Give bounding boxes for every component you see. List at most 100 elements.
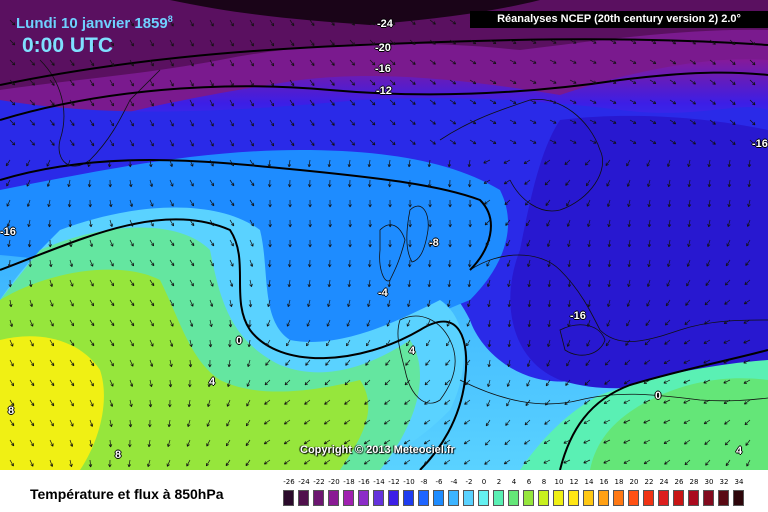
wind-arrow — [47, 219, 52, 228]
wind-arrow — [664, 319, 671, 326]
wind-arrow — [567, 319, 571, 328]
wind-arrow — [89, 359, 95, 367]
wind-arrow — [67, 199, 72, 208]
wind-arrow — [729, 59, 736, 65]
wind-arrow — [169, 79, 174, 87]
wind-arrow — [268, 219, 272, 228]
wind-arrow — [88, 199, 92, 208]
wind-arrow — [267, 179, 272, 188]
wind-arrow — [108, 439, 113, 448]
wind-arrow — [524, 419, 531, 426]
wind-arrow — [27, 219, 31, 228]
wind-arrow — [388, 239, 392, 248]
wind-arrow — [747, 179, 751, 188]
wind-arrow — [169, 119, 174, 127]
wind-arrow — [149, 199, 154, 207]
wind-arrow — [186, 439, 191, 447]
wind-arrow — [526, 239, 531, 247]
wind-arrow — [485, 239, 491, 247]
wind-arrow — [327, 279, 332, 288]
wind-arrow — [689, 79, 696, 85]
wind-arrow — [209, 239, 215, 247]
contour-label: -20 — [375, 42, 391, 54]
wind-arrow — [345, 359, 351, 366]
wind-arrow — [149, 99, 154, 107]
legend-level-label: 8 — [541, 478, 547, 486]
wind-arrow — [464, 399, 471, 405]
wind-arrow — [187, 419, 191, 427]
wind-arrow — [387, 159, 392, 168]
wind-arrow — [89, 19, 95, 27]
wind-arrow — [364, 379, 371, 386]
wind-arrow — [729, 119, 736, 125]
wind-arrow — [209, 139, 214, 147]
contour-label: 8 — [115, 449, 122, 461]
wind-arrow — [29, 299, 34, 307]
wind-arrow — [286, 339, 291, 347]
wind-arrow — [189, 19, 194, 27]
wind-arrow — [69, 59, 75, 67]
wind-arrow — [349, 99, 355, 106]
legend-level-label: 24 — [659, 478, 669, 486]
wind-arrow — [209, 79, 214, 87]
wind-arrow — [286, 319, 291, 327]
wind-arrow — [264, 379, 271, 386]
wind-arrow — [546, 359, 551, 367]
legend-swatch — [493, 490, 504, 506]
wind-arrow — [709, 59, 716, 65]
wind-arrow — [547, 299, 552, 308]
wind-arrow — [349, 39, 355, 46]
wind-arrow — [546, 219, 551, 227]
wind-arrow — [686, 279, 691, 287]
wind-arrow — [384, 399, 391, 405]
wind-arrow — [326, 319, 331, 327]
wind-arrow — [308, 199, 312, 208]
wind-arrow — [149, 239, 155, 247]
wind-arrow — [328, 239, 332, 248]
wind-arrow — [649, 99, 657, 105]
wind-arrow — [467, 259, 472, 268]
wind-arrow — [509, 99, 517, 104]
wind-arrow — [569, 79, 577, 84]
wind-arrow — [724, 439, 731, 446]
wind-arrow — [569, 139, 577, 144]
wind-arrow — [89, 39, 95, 47]
legend-swatch — [508, 490, 519, 506]
wind-arrow — [346, 319, 351, 327]
wind-arrow — [643, 459, 651, 465]
wind-arrow — [109, 419, 113, 428]
wind-arrow — [467, 299, 471, 308]
contour-label: -16 — [0, 226, 16, 238]
wind-arrow — [89, 259, 94, 267]
wind-arrow — [587, 299, 591, 308]
wind-arrow — [467, 179, 472, 188]
wind-arrow — [109, 379, 114, 387]
wind-arrow — [26, 199, 31, 207]
wind-arrow — [506, 259, 511, 267]
contour-label: -8 — [429, 237, 439, 249]
wind-arrow — [249, 159, 255, 167]
wind-arrow — [109, 279, 115, 287]
map-date: Lundi 10 janvier 18598 — [16, 14, 173, 32]
legend-swatch — [523, 490, 534, 506]
wind-arrow — [469, 139, 477, 145]
wind-arrow — [348, 239, 352, 248]
wind-arrow — [507, 299, 511, 308]
wind-arrow — [607, 279, 611, 288]
wind-arrow — [329, 39, 335, 46]
wind-arrow — [6, 219, 11, 227]
wind-arrow — [408, 199, 412, 208]
wind-arrow — [89, 219, 93, 228]
wind-arrow — [266, 339, 271, 347]
wind-arrow — [489, 119, 497, 124]
wind-arrow — [28, 259, 32, 268]
wind-arrow — [549, 99, 557, 104]
wind-arrow — [9, 459, 14, 467]
legend-level-label: 30 — [704, 478, 714, 486]
wind-arrow — [426, 339, 431, 347]
wind-arrow — [329, 59, 335, 66]
legend-swatch — [283, 490, 294, 506]
wind-arrow — [405, 359, 411, 366]
wind-arrow — [267, 299, 271, 308]
wind-arrow — [484, 439, 491, 446]
